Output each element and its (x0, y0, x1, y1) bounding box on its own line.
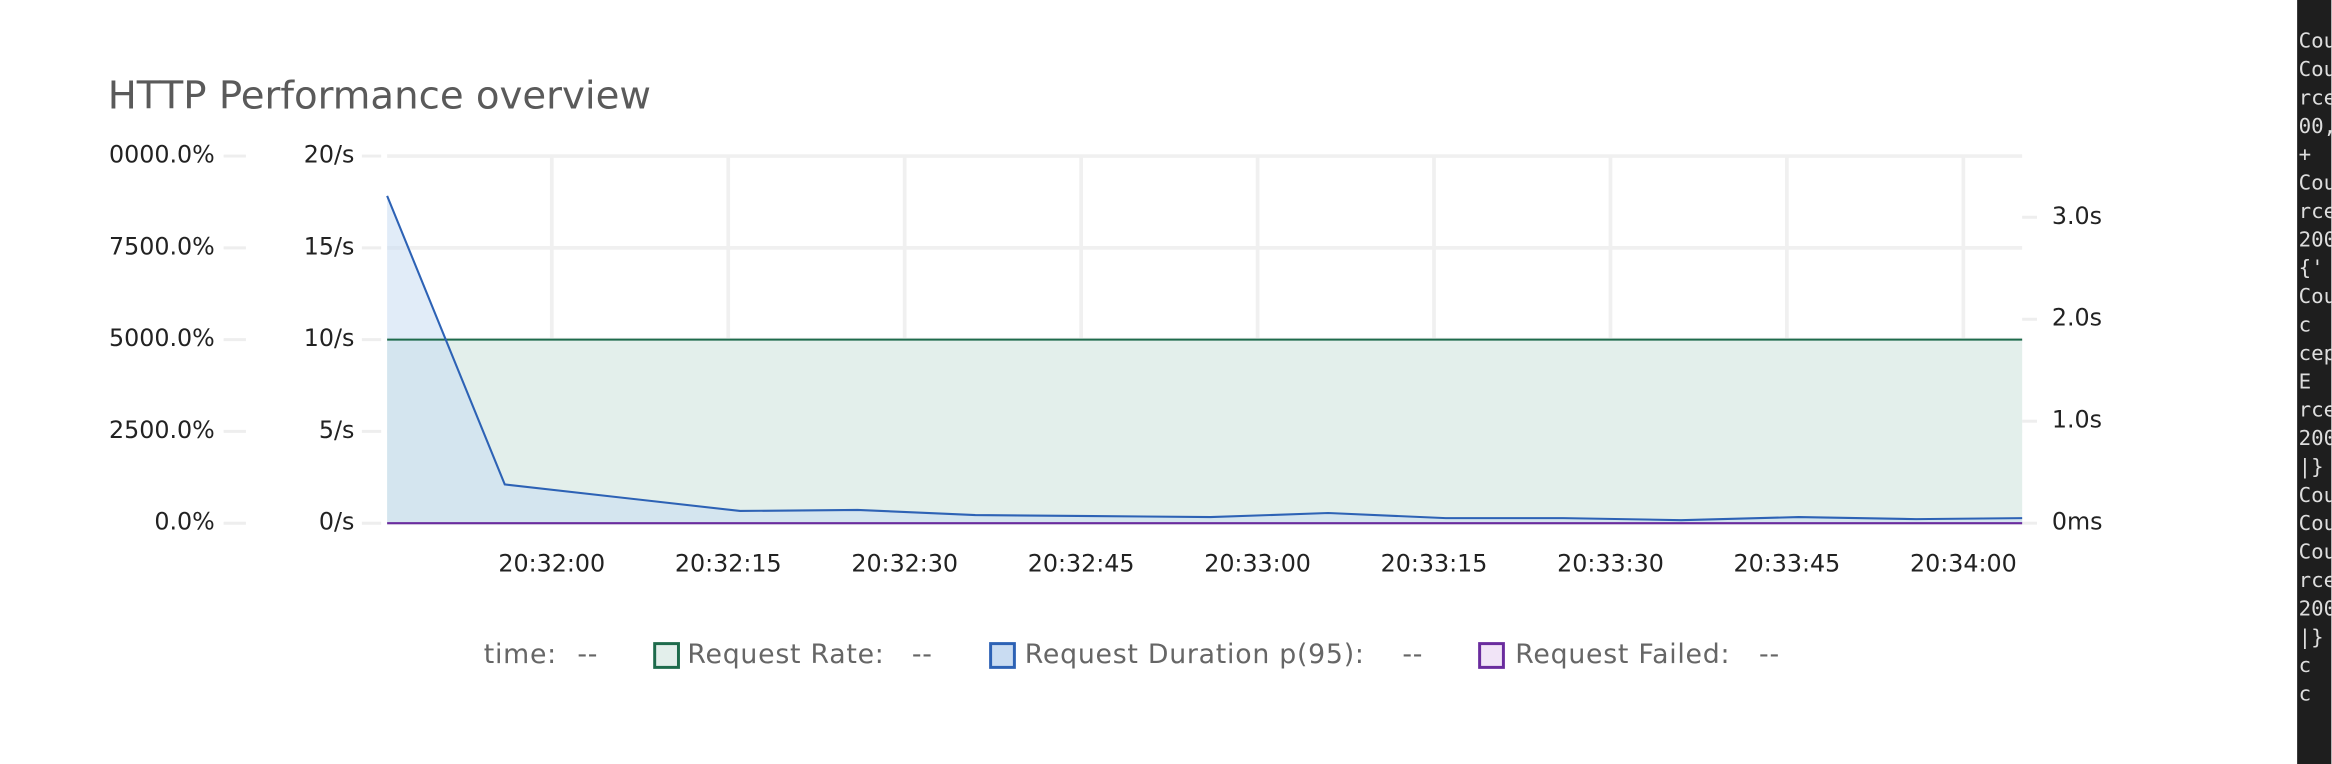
code-line: Cou (2299, 29, 2332, 53)
legend-swatch (1478, 642, 1505, 669)
legend-value: -- (912, 639, 933, 670)
code-line: c (2299, 313, 2312, 337)
code-line: 200 (2299, 426, 2332, 450)
x-tick-label: 20:34:00 (1910, 549, 2017, 577)
x-tick-label: 20:33:45 (1734, 549, 1841, 577)
code-line: c (2299, 682, 2312, 706)
code-line: 200 (2299, 596, 2332, 620)
y3-tick-label: 5000.0% (109, 324, 215, 352)
x-tick-label: 20:33:15 (1381, 549, 1488, 577)
legend-label: Request Duration p(95): (1025, 639, 1365, 670)
y2-tick-label: 3.0s (2052, 202, 2102, 230)
code-editor-strip (2297, 0, 2332, 764)
code-line: {' (2299, 256, 2324, 280)
legend-value: -- (1759, 639, 1780, 670)
series-area (387, 339, 2023, 524)
y-tick-label: 10/s (304, 324, 355, 352)
y3-tick-label: 7500.0% (109, 232, 215, 260)
code-line: Cou (2299, 540, 2332, 564)
code-line: Cou (2299, 57, 2332, 81)
x-tick-label: 20:32:30 (851, 549, 958, 577)
x-tick-label: 20:33:00 (1204, 549, 1311, 577)
code-line: rce (2299, 199, 2332, 223)
code-line: + (2299, 142, 2312, 166)
y-tick-label: 15/s (304, 232, 355, 260)
code-line: Cou (2299, 483, 2332, 507)
code-line: Cou (2299, 171, 2332, 195)
y2-tick-label: 1.0s (2052, 406, 2102, 434)
y3-tick-label: 0.0% (154, 508, 214, 536)
code-line: cep (2299, 341, 2332, 365)
y3-tick-label: 0000.0% (109, 141, 215, 169)
y-tick-label: 0/s (319, 508, 355, 536)
legend-label: Request Failed: (1515, 639, 1730, 670)
legend-value: -- (1402, 639, 1423, 670)
code-line: E (2299, 369, 2312, 393)
legend: time: -- Request Rate: -- Request Duration p… (484, 639, 1780, 670)
x-tick-label: 20:32:15 (675, 549, 782, 577)
legend-swatch (989, 642, 1016, 669)
y3-tick-label: 2500.0% (109, 416, 215, 444)
code-line: c (2299, 653, 2312, 677)
legend-label: Request Rate: (687, 639, 884, 670)
y-tick-label: 20/s (304, 141, 355, 169)
code-line: 200 (2299, 227, 2332, 251)
legend-time-value: -- (577, 639, 598, 670)
code-line: Cou (2299, 511, 2332, 535)
code-line: |} (2299, 625, 2324, 650)
y2-tick-label: 0ms (2052, 508, 2103, 536)
series-line (386, 195, 2023, 522)
x-tick-label: 20:32:45 (1028, 549, 1135, 577)
x-tick-label: 20:32:00 (498, 549, 605, 577)
code-line: rce (2299, 398, 2332, 422)
y-tick-label: 5/s (319, 416, 355, 444)
legend-swatch (653, 642, 680, 669)
code-line: Cou (2299, 284, 2332, 308)
code-line: |} (2299, 454, 2324, 479)
plot: 0/s 5/s 10/s 15/s 20/s 0.0% 2500.0% 5000.0% 7500… (109, 141, 2103, 578)
legend-time-label: time: (484, 639, 557, 670)
code-line: rce (2299, 568, 2332, 592)
code-line: 00, (2299, 114, 2332, 138)
code-lines: Cou Cou rce 00, + Cou rce 200 {' Cou c cep Erce 200 |}… (2299, 29, 2332, 706)
code-line: rce (2299, 85, 2332, 109)
x-tick-label: 20:33:30 (1557, 549, 1664, 577)
chart-title: HTTP Performance overview (108, 74, 651, 119)
y2-tick-label: 2.0s (2052, 304, 2102, 332)
